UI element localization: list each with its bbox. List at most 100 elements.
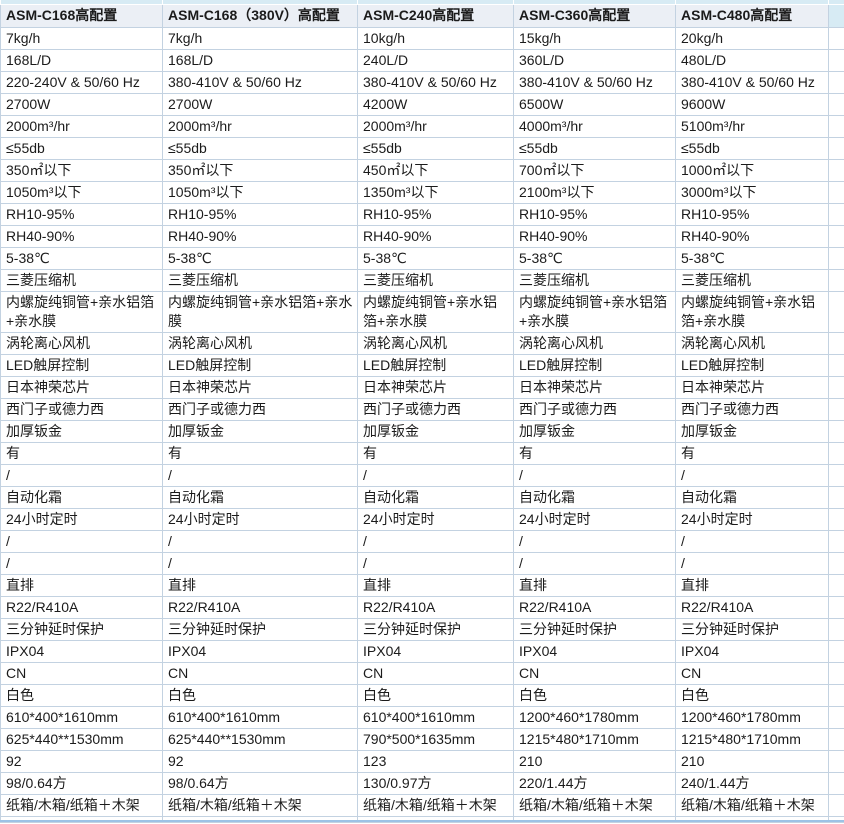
table-cell: CN: [357, 661, 514, 685]
table-cell: 5-38℃: [162, 246, 358, 270]
table-cell: RH40-90%: [357, 224, 514, 248]
table-row: 白色 白色 白色 白色 白色: [0, 683, 844, 707]
table-cell: 2100m³以下: [513, 180, 676, 204]
table-row: 7kg/h 7kg/h 10kg/h 15kg/h 20kg/h: [0, 26, 844, 50]
table-row: 西门子或德力西 西门子或德力西 西门子或德力西 西门子或德力西 西门子或德力西: [0, 397, 844, 421]
cropped-column-header-cell: [828, 3, 844, 28]
table-cell: 纸箱/木箱/纸箱＋木架: [675, 793, 829, 817]
table-row: 纸箱/木箱/纸箱＋木架 纸箱/木箱/纸箱＋木架 纸箱/木箱/纸箱＋木架 纸箱/木箱/纸…: [0, 793, 844, 817]
table-row: ≤55db ≤55db ≤55db ≤55db ≤55db: [0, 136, 844, 160]
table-cell: 有: [162, 441, 358, 465]
table-cell: 日本神荣芯片: [513, 375, 676, 399]
table-cell: 纸箱/木箱/纸箱＋木架: [0, 793, 163, 817]
cropped-top-row: [0, 0, 844, 5]
table-cell: 1215*480*1710mm: [675, 727, 829, 751]
table-cell: /: [0, 529, 163, 553]
table-cell: CN: [0, 661, 163, 685]
table-cell: 白色: [357, 683, 514, 707]
table-row: 610*400*1610mm 610*400*1610mm 610*400*1610…: [0, 705, 844, 729]
table-cell: 380-410V & 50/60 Hz: [162, 70, 358, 94]
cropped-column-cell: [828, 331, 844, 355]
table-cell: 210: [513, 749, 676, 773]
table-cell: RH40-90%: [0, 224, 163, 248]
table-cell: 168L/D: [0, 48, 163, 72]
cropped-column-cell: [828, 26, 844, 50]
table-cell: LED触屏控制: [0, 353, 163, 377]
table-cell: 9600W: [675, 92, 829, 116]
table-row: 内螺旋纯铜管+亲水铝箔+亲水膜 内螺旋纯铜管+亲水铝箔+亲水膜 内螺旋纯铜管+亲水铝…: [0, 290, 844, 333]
table-cell: 610*400*1610mm: [162, 705, 358, 729]
table-cell: 2700W: [162, 92, 358, 116]
table-cell: 1000㎡以下: [675, 158, 829, 182]
table-row: 日本神荣芯片 日本神荣芯片 日本神荣芯片 日本神荣芯片 日本神荣芯片: [0, 375, 844, 399]
table-cell: 三菱压缩机: [162, 268, 358, 292]
table-cell: 有: [675, 441, 829, 465]
table-cell: 加厚钣金: [0, 419, 163, 443]
table-cell: 西门子或德力西: [162, 397, 358, 421]
table-cell: 直排: [675, 573, 829, 597]
table-cell: /: [357, 463, 514, 487]
table-cell: /: [162, 529, 358, 553]
cropped-next-row-edge: [0, 820, 844, 822]
table-cell: 610*400*1610mm: [0, 705, 163, 729]
cropped-column-cell: [828, 507, 844, 531]
table-cell: 加厚钣金: [513, 419, 676, 443]
cropped-column-cell: [828, 441, 844, 465]
table-cell: 240/1.44方: [675, 771, 829, 795]
table-cell: RH40-90%: [513, 224, 676, 248]
table-cell: 白色: [0, 683, 163, 707]
table-row: 加厚钣金 加厚钣金 加厚钣金 加厚钣金 加厚钣金: [0, 419, 844, 443]
table-cell: IPX04: [675, 639, 829, 663]
cropped-column-cell: [828, 749, 844, 773]
table-cell: /: [357, 529, 514, 553]
table-cell: 1200*460*1780mm: [513, 705, 676, 729]
table-cell: R22/R410A: [675, 595, 829, 619]
cropped-column-cell: [828, 136, 844, 160]
table-cell: 10kg/h: [357, 26, 514, 50]
table-cell: 220-240V & 50/60 Hz: [0, 70, 163, 94]
table-row: 24小时定时 24小时定时 24小时定时 24小时定时 24小时定时: [0, 507, 844, 531]
table-cell: 涡轮离心风机: [0, 331, 163, 355]
table-cell: 加厚钣金: [162, 419, 358, 443]
cropped-column-cell: [828, 463, 844, 487]
table-cell: /: [162, 463, 358, 487]
table-cell: 日本神荣芯片: [357, 375, 514, 399]
table-cell: 直排: [162, 573, 358, 597]
table-cell: 7kg/h: [0, 26, 163, 50]
table-cell: LED触屏控制: [675, 353, 829, 377]
table-cell: 三菱压缩机: [513, 268, 676, 292]
table-row: 168L/D 168L/D 240L/D 360L/D 480L/D: [0, 48, 844, 72]
table-cell: /: [513, 463, 676, 487]
table-cell: ≤55db: [162, 136, 358, 160]
table-cell: ≤55db: [0, 136, 163, 160]
table-row: 92 92 123 210 210: [0, 749, 844, 773]
cropped-column-cell: [828, 48, 844, 72]
table-cell: 内螺旋纯铜管+亲水铝箔+亲水膜: [357, 290, 514, 333]
table-cell: LED触屏控制: [162, 353, 358, 377]
table-cell: R22/R410A: [0, 595, 163, 619]
table-row: 625*440**1530mm 625*440**1530mm 790*500*16…: [0, 727, 844, 751]
cropped-column-cell: [828, 353, 844, 377]
table-cell: 2000m³/hr: [0, 114, 163, 138]
table-cell: 380-410V & 50/60 Hz: [357, 70, 514, 94]
table-row: RH40-90% RH40-90% RH40-90% RH40-90% RH40-90%: [0, 224, 844, 248]
table-cell: /: [162, 551, 358, 575]
table-cell: 内螺旋纯铜管+亲水铝箔+亲水膜: [675, 290, 829, 333]
table-cell: 自动化霜: [513, 485, 676, 509]
cropped-column-cell: [828, 158, 844, 182]
table-cell: 2000m³/hr: [162, 114, 358, 138]
table-cell: 纸箱/木箱/纸箱＋木架: [162, 793, 358, 817]
cropped-column-cell: [828, 180, 844, 204]
table-cell: 2000m³/hr: [357, 114, 514, 138]
table-cell: 4000m³/hr: [513, 114, 676, 138]
table-cell: 有: [357, 441, 514, 465]
table-cell: 三菱压缩机: [357, 268, 514, 292]
table-row: 自动化霜 自动化霜 自动化霜 自动化霜 自动化霜: [0, 485, 844, 509]
table-cell: 内螺旋纯铜管+亲水铝箔+亲水膜: [0, 290, 163, 333]
table-cell: 4200W: [357, 92, 514, 116]
table-cell: 5-38℃: [0, 246, 163, 270]
table-cell: 625*440**1530mm: [162, 727, 358, 751]
table-row: 直排 直排 直排 直排 直排: [0, 573, 844, 597]
cropped-column-cell: [828, 551, 844, 575]
spec-table-body: 7kg/h 7kg/h 10kg/h 15kg/h 20kg/h 168L/D 168L/D…: [0, 26, 844, 817]
